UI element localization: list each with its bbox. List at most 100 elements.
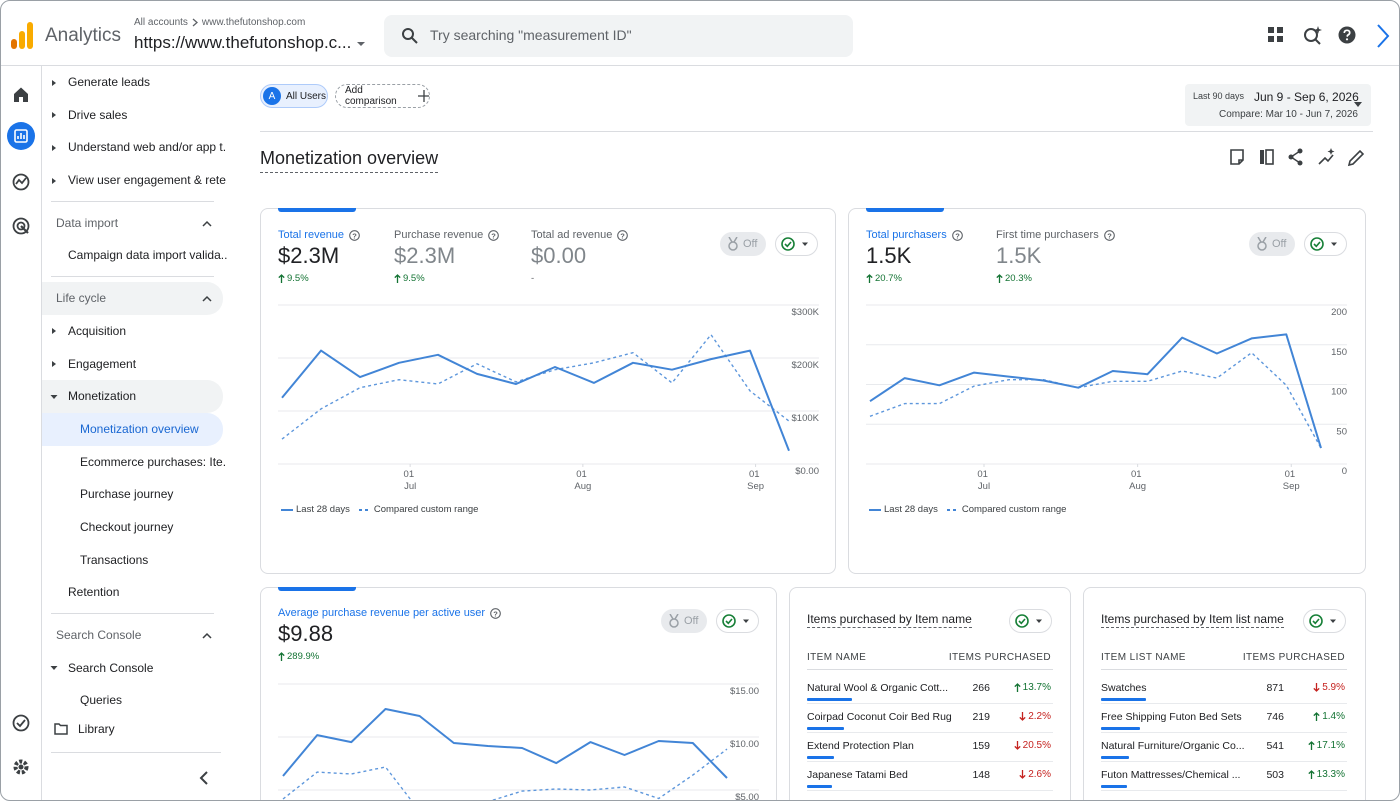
nav-item[interactable]: Retention: [42, 576, 227, 609]
legend-swatch: [358, 508, 371, 511]
nav-label[interactable]: Queries: [80, 693, 123, 706]
nav-item[interactable]: Queries: [42, 684, 227, 706]
nav-label[interactable]: Retention: [68, 585, 120, 600]
item-change: 20.5%: [1013, 740, 1051, 751]
nav-item[interactable]: Ecommerce purchases: Ite...: [42, 446, 227, 479]
nav-label[interactable]: Search Console: [56, 628, 142, 642]
breadcrumb[interactable]: All accounts www.thefutonshop.com: [134, 17, 305, 28]
status-dropdown[interactable]: [1303, 609, 1346, 633]
metric-name[interactable]: First time purchasers: [996, 229, 1099, 241]
property-picker[interactable]: https://www.thefutonshop.c...: [134, 33, 352, 52]
nav-item[interactable]: View user engagement & rete...: [42, 164, 227, 197]
nav-item[interactable]: Drive sales: [42, 99, 227, 132]
medal-circle: [728, 241, 738, 251]
nav-label[interactable]: Acquisition: [68, 323, 127, 338]
apps-icon[interactable]: [1268, 27, 1284, 43]
nav-label[interactable]: Checkout journey: [80, 519, 174, 534]
metric-name[interactable]: Purchase revenue: [394, 229, 484, 241]
help-icon[interactable]: [1338, 26, 1356, 44]
metric-name[interactable]: Total purchasers: [866, 229, 947, 241]
metric-name[interactable]: Total ad revenue: [531, 229, 613, 241]
metric-label[interactable]: Purchase revenue?: [394, 229, 500, 241]
metric-label[interactable]: Total purchasers?: [866, 229, 963, 241]
nav-caret: [52, 361, 56, 367]
comparison-toggle[interactable]: Off: [661, 609, 707, 633]
segment-chip[interactable]: A All Users: [260, 84, 328, 108]
nav-label[interactable]: Generate leads: [68, 75, 151, 89]
metric-value: $9.88: [278, 621, 334, 646]
library-row[interactable]: Library: [51, 706, 221, 753]
nav-label[interactable]: Drive sales: [68, 107, 128, 122]
nav-item[interactable]: Campaign data import valida...: [42, 239, 227, 272]
expand-panel[interactable]: [1375, 23, 1391, 49]
advertising-icon[interactable]: [12, 217, 30, 235]
nav-label[interactable]: Data import: [56, 215, 119, 230]
nav-item[interactable]: Engagement: [42, 348, 227, 381]
configure-icon[interactable]: [12, 714, 30, 732]
nav-label[interactable]: Monetization overview: [80, 421, 199, 436]
collapse-nav[interactable]: [198, 770, 210, 786]
nav-item[interactable]: Acquisition: [42, 315, 227, 348]
nav-label[interactable]: Campaign data import valida...: [68, 248, 227, 263]
add-comparison[interactable]: Add comparison: [335, 84, 430, 108]
explore-icon[interactable]: [12, 173, 30, 191]
metric-label[interactable]: Total ad revenue?: [531, 229, 629, 241]
insights-icon[interactable]: [1303, 25, 1323, 45]
nav-section[interactable]: Life cycle: [42, 276, 227, 315]
trend-up-icon: [866, 274, 873, 283]
compare-icon[interactable]: [1260, 149, 1274, 165]
nav-section[interactable]: Data import: [42, 200, 227, 240]
nav-item[interactable]: Transactions: [42, 544, 227, 577]
nav-label[interactable]: View user engagement & rete...: [68, 173, 227, 188]
card-accent: [278, 208, 356, 212]
reports-icon[interactable]: [7, 122, 35, 150]
status-dropdown[interactable]: [1009, 609, 1052, 633]
nav-section[interactable]: Search Console: [42, 613, 227, 652]
edit-icon[interactable]: [1347, 149, 1365, 167]
nav-item[interactable]: Purchase journey: [42, 478, 227, 511]
nav-label[interactable]: Ecommerce purchases: Ite...: [80, 454, 227, 469]
nav-item[interactable]: Monetization: [42, 380, 227, 413]
nav-label[interactable]: Life cycle: [56, 291, 107, 306]
nav-label[interactable]: Search Console: [68, 660, 154, 675]
status-dropdown[interactable]: [775, 232, 818, 256]
nav-label[interactable]: Transactions: [80, 552, 149, 567]
metric-label[interactable]: Average purchase revenue per active user…: [278, 607, 501, 619]
metric-label[interactable]: First time purchasers?: [996, 229, 1115, 241]
nav-item[interactable]: Checkout journey: [42, 511, 227, 544]
help-circle: [617, 229, 629, 241]
search-box[interactable]: Try searching "measurement ID": [384, 15, 853, 57]
x-tick-label-line: Aug: [1129, 481, 1146, 492]
comparison-toggle[interactable]: Off: [720, 232, 766, 256]
nav-label[interactable]: Understand web and/or app t...: [68, 140, 227, 155]
nav-label[interactable]: Engagement: [68, 356, 137, 371]
metric-label[interactable]: Total revenue?: [278, 229, 360, 241]
home-icon[interactable]: [13, 86, 29, 104]
metric-change-value: -: [531, 273, 535, 284]
insights-icon[interactable]: [1318, 148, 1335, 165]
library-label[interactable]: Library: [78, 722, 115, 736]
share-icon[interactable]: [1288, 148, 1303, 166]
nav-label[interactable]: Purchase journey: [80, 487, 174, 502]
nav-item[interactable]: Search Console: [42, 652, 227, 685]
metric-name[interactable]: Average purchase revenue per active user: [278, 607, 486, 619]
annotate-icon[interactable]: [1230, 149, 1244, 165]
caret-shape: [50, 394, 58, 399]
property-dropdown[interactable]: [356, 40, 366, 48]
metric-name[interactable]: Total revenue: [278, 229, 345, 241]
metric-value: $0.00: [531, 243, 587, 268]
comparison-toggle[interactable]: Off: [1249, 232, 1295, 256]
add-comparison-label[interactable]: Add comparison: [345, 85, 397, 107]
nav-item[interactable]: Generate leads: [42, 66, 227, 99]
nav-label[interactable]: Monetization: [68, 389, 137, 404]
date-range-picker[interactable]: Last 90 days Jun 9 - Sep 6, 2026 Compare…: [1185, 84, 1371, 126]
item-name: Futon Mattresses/Chemical ...: [1101, 769, 1241, 781]
nav-item[interactable]: Understand web and/or app t...: [42, 131, 227, 164]
nav-item[interactable]: Monetization overview: [42, 412, 227, 446]
breadcrumb-root[interactable]: All accounts: [134, 17, 188, 28]
series-line: [282, 708, 728, 779]
status-dropdown[interactable]: [716, 609, 759, 633]
settings-icon[interactable]: [12, 758, 30, 776]
status-dropdown[interactable]: [1304, 232, 1347, 256]
y-tick-label: 200: [1331, 307, 1347, 318]
